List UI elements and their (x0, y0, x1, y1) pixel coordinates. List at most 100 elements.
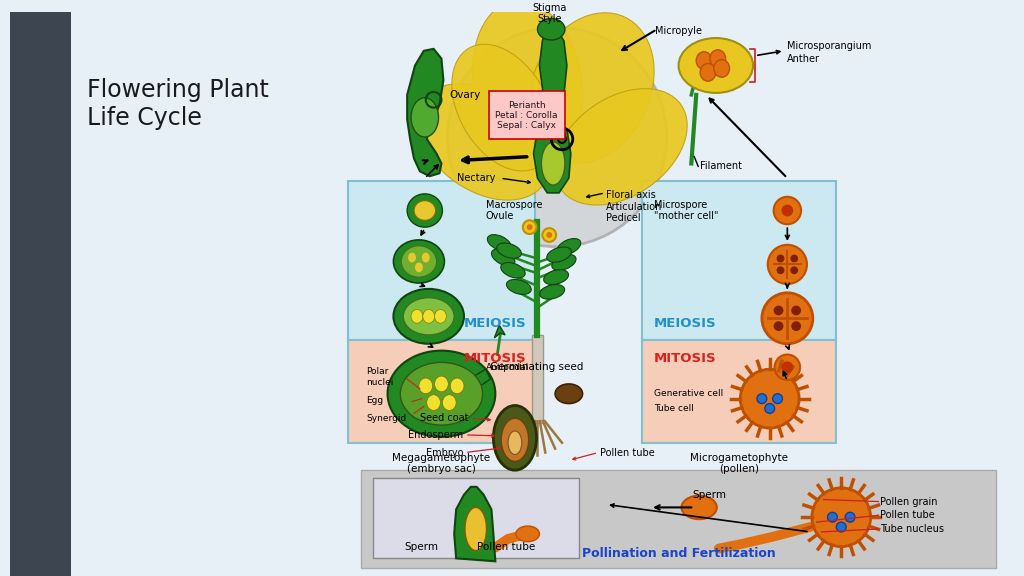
Text: MEIOSIS: MEIOSIS (464, 317, 526, 330)
Ellipse shape (507, 279, 531, 294)
Text: MITOSIS: MITOSIS (654, 351, 717, 365)
Text: Polar
nuclei: Polar nuclei (366, 367, 393, 387)
Text: Floral axis
Articulation
Pedicel: Floral axis Articulation Pedicel (606, 190, 663, 223)
Text: MITOSIS: MITOSIS (464, 351, 526, 365)
Ellipse shape (516, 526, 540, 541)
Ellipse shape (714, 59, 729, 77)
Circle shape (740, 369, 799, 428)
Ellipse shape (544, 270, 568, 285)
Text: Filament: Filament (700, 161, 742, 172)
Text: Pollen tube: Pollen tube (881, 510, 935, 520)
Circle shape (781, 204, 794, 217)
Circle shape (812, 488, 870, 547)
Ellipse shape (419, 378, 432, 394)
Text: Synergid: Synergid (366, 414, 407, 423)
Ellipse shape (682, 496, 717, 519)
Text: Egg: Egg (366, 396, 383, 405)
Ellipse shape (423, 309, 434, 323)
Bar (348, 340, 535, 443)
Ellipse shape (393, 240, 444, 283)
Polygon shape (455, 487, 496, 561)
Bar (348, 181, 535, 340)
Ellipse shape (393, 289, 464, 344)
Ellipse shape (415, 263, 423, 272)
Ellipse shape (465, 507, 486, 551)
Ellipse shape (552, 255, 577, 270)
Ellipse shape (414, 200, 435, 220)
Ellipse shape (492, 249, 515, 266)
Text: Seed coat: Seed coat (421, 413, 469, 423)
Text: Megagametophyte
(embryo sac): Megagametophyte (embryo sac) (392, 453, 490, 474)
Bar (361, 470, 996, 568)
Text: Ovary: Ovary (450, 90, 480, 100)
Circle shape (776, 266, 784, 274)
Ellipse shape (508, 431, 522, 454)
Circle shape (447, 27, 667, 247)
Circle shape (543, 228, 556, 242)
Text: Tube cell: Tube cell (654, 404, 694, 413)
Ellipse shape (417, 84, 550, 200)
Text: Microgametophyte
(pollen): Microgametophyte (pollen) (690, 453, 788, 474)
Ellipse shape (554, 89, 687, 205)
Circle shape (773, 394, 782, 404)
Circle shape (757, 394, 767, 404)
Polygon shape (495, 325, 505, 338)
Ellipse shape (451, 378, 464, 394)
Circle shape (776, 255, 784, 263)
Bar (642, 181, 837, 340)
Text: Sperm: Sperm (404, 541, 439, 552)
Text: Sperm: Sperm (692, 490, 726, 499)
Text: Tube nucleus: Tube nucleus (881, 524, 944, 534)
Ellipse shape (387, 351, 496, 437)
Circle shape (845, 512, 855, 522)
Ellipse shape (434, 309, 446, 323)
Bar (531, 335, 544, 423)
Ellipse shape (473, 1, 583, 166)
Circle shape (773, 321, 783, 331)
Circle shape (774, 355, 800, 380)
Text: MEIOSIS: MEIOSIS (654, 317, 717, 330)
Ellipse shape (528, 13, 654, 163)
Ellipse shape (547, 247, 571, 262)
Circle shape (762, 293, 813, 344)
Ellipse shape (408, 194, 442, 227)
Ellipse shape (501, 418, 528, 461)
Circle shape (827, 512, 838, 522)
Circle shape (837, 522, 846, 532)
Circle shape (791, 266, 798, 274)
Polygon shape (408, 49, 443, 176)
Circle shape (792, 321, 801, 331)
Circle shape (792, 305, 801, 315)
Text: Pollen grain: Pollen grain (881, 497, 938, 506)
Ellipse shape (538, 18, 565, 40)
Ellipse shape (555, 384, 583, 404)
Text: Germinating seed: Germinating seed (490, 362, 584, 373)
Ellipse shape (557, 238, 581, 255)
Text: Microsporangium: Microsporangium (787, 41, 871, 51)
Text: Nectary: Nectary (457, 173, 496, 183)
Ellipse shape (401, 246, 436, 277)
Circle shape (773, 197, 801, 224)
Ellipse shape (679, 38, 753, 93)
Ellipse shape (700, 63, 716, 81)
Text: Anther: Anther (787, 54, 820, 63)
Bar (373, 478, 579, 558)
Ellipse shape (427, 395, 440, 411)
Bar (642, 340, 837, 443)
Circle shape (526, 224, 532, 230)
Ellipse shape (696, 52, 712, 69)
Circle shape (765, 404, 774, 414)
Ellipse shape (501, 263, 525, 278)
Text: Endosperm: Endosperm (408, 430, 463, 440)
Text: Macrospore
Ovule: Macrospore Ovule (485, 200, 542, 221)
Text: Micropyle: Micropyle (655, 26, 702, 36)
Text: Pollination and Fertilization: Pollination and Fertilization (582, 547, 775, 560)
Ellipse shape (452, 44, 555, 171)
Polygon shape (461, 369, 490, 389)
Bar (10, 12, 71, 576)
Text: Pollen tube: Pollen tube (477, 541, 536, 552)
Circle shape (791, 255, 798, 263)
Ellipse shape (494, 406, 537, 470)
Text: Antipodal: Antipodal (485, 363, 528, 372)
Text: Pollen tube: Pollen tube (600, 448, 655, 457)
